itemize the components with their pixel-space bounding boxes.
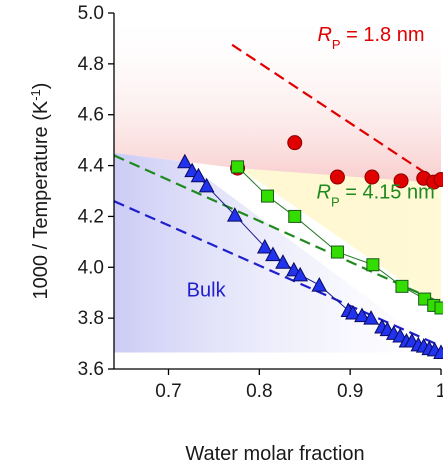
series-green [231,160,443,315]
series-red [230,135,443,190]
x-tick-label: 0.9 [337,381,363,402]
trend-line-blue [114,200,441,348]
data-point-green [288,209,302,223]
data-point-green [231,160,245,174]
data-point-blue [275,254,291,269]
data-series [177,135,443,359]
y-tick-label: 3.6 [78,359,104,380]
shaded-region-red [114,13,441,184]
data-point-green [261,189,275,203]
data-point-blue [265,246,281,262]
annotation-rp415-suffix: = 4.15 nm [340,182,435,204]
y-axis-title-main: 1000 / Temperature (K [30,100,52,299]
x-tick-label: 0.8 [246,381,272,402]
annotation-rp18-subscript: P [332,36,341,51]
y-tick-label: 4.6 [78,105,104,126]
x-tick-label: 0.7 [155,381,181,402]
x-tick-label: 1 [436,381,443,402]
y-axis-title: 1000 / Temperature (K-1) [28,83,53,300]
axes: 3.6 3.8 4.0 4.2 4.4 4.6 4.8 5.0 0.7 0.8 0.9 1 [78,3,443,402]
data-point-green [366,258,380,272]
data-point-green [330,245,344,259]
data-point-blue [311,277,328,292]
data-point-blue [345,305,361,320]
annotation-bulk-prefix: Bulk [187,280,227,302]
data-point-green [395,279,409,293]
data-point-blue [198,177,215,193]
y-tick-label: 4.2 [78,206,104,227]
y-tick-label: 3.8 [78,308,104,329]
data-point-red [329,169,345,185]
annotation-rp415-prefix: R [317,182,331,204]
data-point-red [393,173,409,189]
shaded-region-blue [114,152,441,353]
data-point-blue [354,307,370,323]
data-point-red [364,169,380,185]
y-axis-title-close: ) [30,83,52,90]
annotation-rp415: RP = 4.15 nm [317,182,435,210]
annotation-rp18-suffix: = 1.8 nm [341,24,425,46]
shaded-regions [114,13,441,353]
y-axis-title-sup: -1 [28,89,43,101]
annotation-rp18: RP = 1.8 nm [317,24,424,52]
data-point-blue [256,238,273,254]
data-point-blue [177,153,193,169]
data-point-red [433,172,443,188]
annotation-rp415-subscript: P [331,194,340,209]
data-point-blue [433,344,443,359]
data-point-blue [226,207,243,222]
series-blue [177,153,443,359]
data-point-blue [190,167,207,183]
shaded-region-yellow [237,166,441,308]
annotation-rp18-prefix: R [317,24,331,46]
data-point-red [287,135,303,151]
annotation-bulk: Bulk [187,280,227,302]
y-tick-label: 5.0 [78,3,104,24]
trend-lines [114,43,441,348]
y-tick-label: 4.0 [78,257,104,278]
data-point-green [434,301,443,315]
x-axis-title: Water molar fraction [185,443,364,465]
y-tick-label: 4.8 [78,54,104,75]
trend-line-green [114,154,441,304]
data-point-blue [292,266,309,282]
data-point-blue [363,310,379,325]
y-tick-label: 4.4 [78,156,105,177]
trend-line-red [231,43,441,185]
